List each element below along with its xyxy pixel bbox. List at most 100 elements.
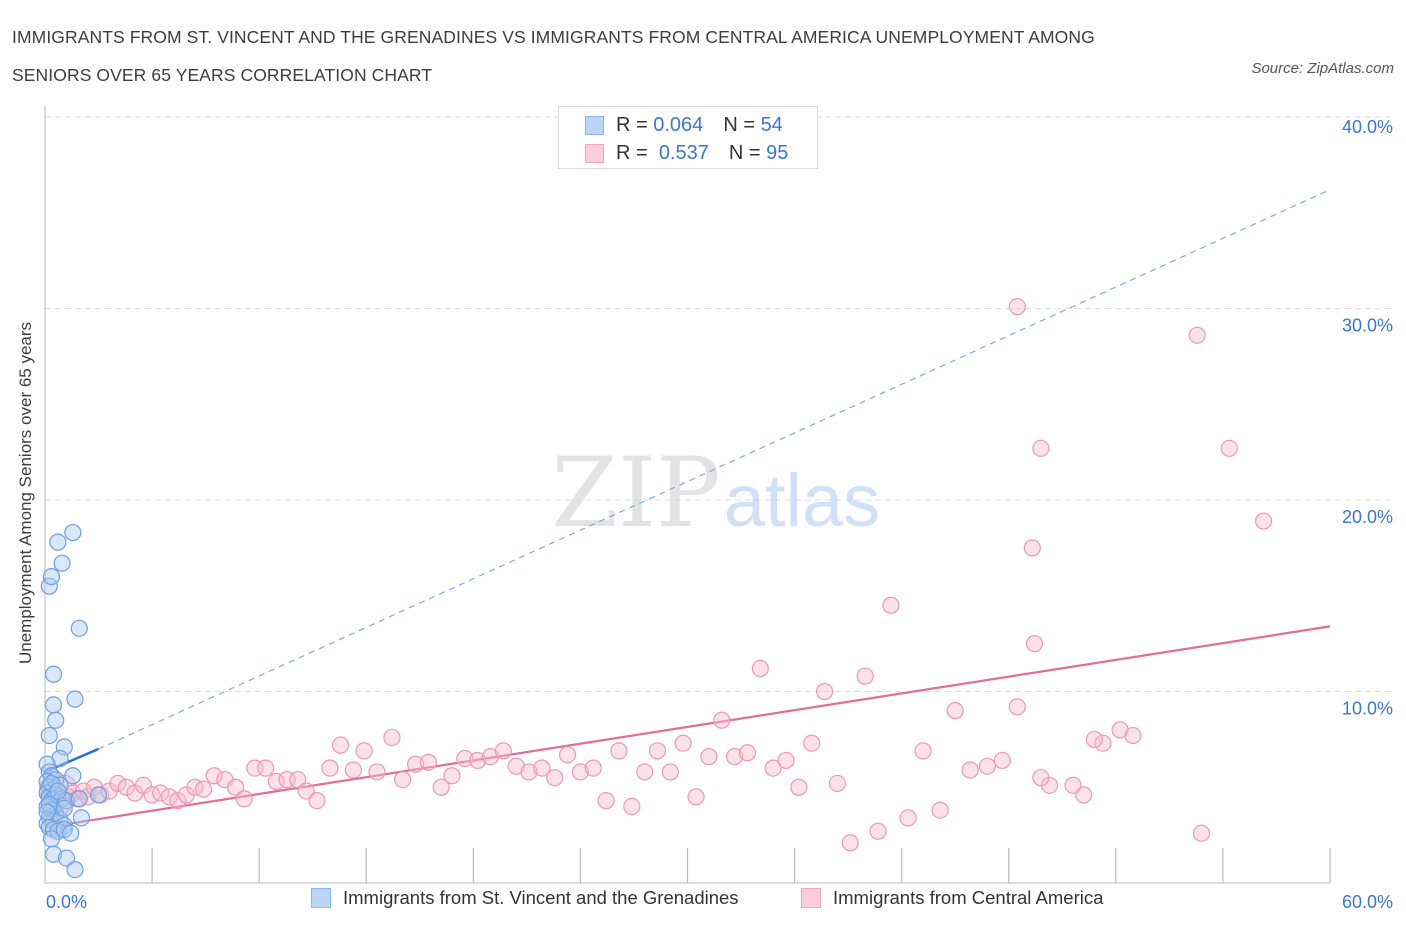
point-st-vincent	[53, 554, 71, 572]
point-central-america	[1032, 439, 1050, 457]
point-st-vincent	[38, 803, 56, 821]
point-central-america	[297, 782, 315, 800]
legend-swatch-central-america	[801, 888, 821, 908]
point-st-vincent	[40, 726, 58, 745]
series-central-america-points	[38, 297, 1273, 852]
point-central-america	[1192, 824, 1211, 842]
y-tick-label: 10.0%	[1342, 699, 1393, 719]
y-tick-label: 40.0%	[1342, 117, 1393, 137]
point-central-america	[1220, 439, 1238, 457]
point-st-vincent	[44, 845, 63, 863]
trend-line-st-vincent-extension	[98, 189, 1331, 750]
point-central-america	[443, 767, 461, 785]
point-central-america	[368, 763, 386, 781]
legend-n-label-pink: N =	[728, 141, 761, 164]
point-central-america	[1094, 734, 1112, 752]
point-central-america	[267, 772, 285, 791]
y-axis-label: Unemployment Among Seniors over 65 years	[16, 321, 35, 665]
legend-r-label-pink: R =	[616, 141, 648, 164]
point-central-america	[169, 792, 187, 810]
point-central-america	[899, 809, 917, 827]
legend-row-blue: R = 0.064 N = 54	[585, 111, 783, 139]
point-central-america	[1008, 297, 1026, 316]
point-central-america	[235, 790, 253, 808]
point-central-america	[383, 728, 401, 747]
point-central-america	[321, 759, 339, 777]
legend-label-central-america: Immigrants from Central America	[833, 887, 1104, 908]
point-central-america	[610, 742, 628, 760]
point-st-vincent	[66, 690, 84, 708]
point-central-america	[961, 761, 979, 779]
point-central-america	[1075, 786, 1093, 804]
point-central-america	[256, 759, 275, 777]
point-central-america	[558, 746, 577, 764]
watermark-zip: ZIP	[551, 437, 720, 549]
legend-item-central-america: Immigrants from Central America	[801, 887, 1103, 909]
point-central-america	[344, 761, 362, 779]
point-st-vincent	[47, 711, 65, 729]
point-central-america	[700, 748, 718, 766]
point-central-america	[777, 751, 795, 770]
series-st-vincent-points	[38, 523, 108, 879]
point-st-vincent	[42, 567, 61, 586]
point-central-america	[726, 748, 744, 766]
legend-n-value-blue: 54	[760, 113, 783, 136]
point-central-america	[751, 659, 769, 678]
chart-title-line-1: IMMIGRANTS FROM ST. VINCENT AND THE GREN…	[12, 27, 1095, 47]
point-st-vincent	[70, 790, 88, 808]
point-st-vincent	[49, 533, 67, 551]
point-st-vincent	[64, 767, 82, 785]
point-central-america	[1188, 326, 1206, 344]
point-central-america	[882, 596, 900, 614]
point-central-america	[636, 763, 654, 781]
point-st-vincent	[44, 665, 63, 683]
point-central-america	[1124, 726, 1142, 745]
point-central-america	[978, 757, 996, 775]
legend-swatch-pink	[585, 143, 604, 163]
point-central-america	[914, 742, 932, 760]
point-central-america	[584, 759, 602, 777]
point-central-america	[419, 753, 437, 771]
point-central-america	[1032, 769, 1050, 787]
point-central-america	[661, 763, 679, 781]
point-st-vincent	[57, 849, 76, 867]
point-central-america	[764, 759, 782, 777]
legend-n-label-blue: N =	[723, 113, 755, 136]
legend-swatch-blue	[585, 115, 604, 135]
point-central-america	[117, 778, 135, 796]
point-central-america	[355, 742, 373, 760]
legend-n-value-pink: 95	[766, 141, 789, 164]
legend-r-value-blue: 0.064	[653, 113, 704, 136]
legend-r-value-pink: 0.537	[658, 141, 709, 164]
point-central-america	[571, 763, 590, 781]
point-st-vincent	[64, 523, 82, 542]
point-central-america	[738, 744, 757, 762]
legend-row-pink: R = 0.537 N = 95	[585, 139, 788, 167]
point-central-america	[289, 770, 307, 789]
legend-item-st-vincent: Immigrants from St. Vincent and the Gren…	[311, 887, 739, 909]
tick-labels: 10.0% 20.0% 30.0% 40.0% 0.0% 60.0%	[46, 117, 1393, 912]
point-central-america	[993, 751, 1011, 770]
point-central-america	[520, 763, 538, 781]
point-central-america	[432, 778, 450, 796]
point-central-america	[546, 769, 564, 787]
point-st-vincent	[89, 786, 108, 804]
point-central-america	[687, 788, 705, 806]
point-st-vincent	[72, 809, 91, 827]
point-central-america	[227, 778, 245, 796]
point-central-america	[1023, 539, 1041, 557]
point-central-america	[815, 682, 834, 701]
y-tick-label: 20.0%	[1342, 507, 1393, 527]
point-central-america	[648, 742, 667, 760]
source-label: Source: ZipAtlas.com	[1251, 60, 1394, 77]
axes	[44, 105, 1331, 884]
watermark-atlas: atlas	[724, 459, 880, 542]
point-st-vincent	[44, 696, 63, 714]
point-st-vincent	[55, 799, 73, 817]
point-st-vincent	[70, 619, 88, 637]
point-central-america	[194, 780, 213, 798]
point-central-america	[790, 778, 808, 796]
point-central-america	[674, 734, 692, 752]
point-central-america	[1008, 698, 1026, 716]
